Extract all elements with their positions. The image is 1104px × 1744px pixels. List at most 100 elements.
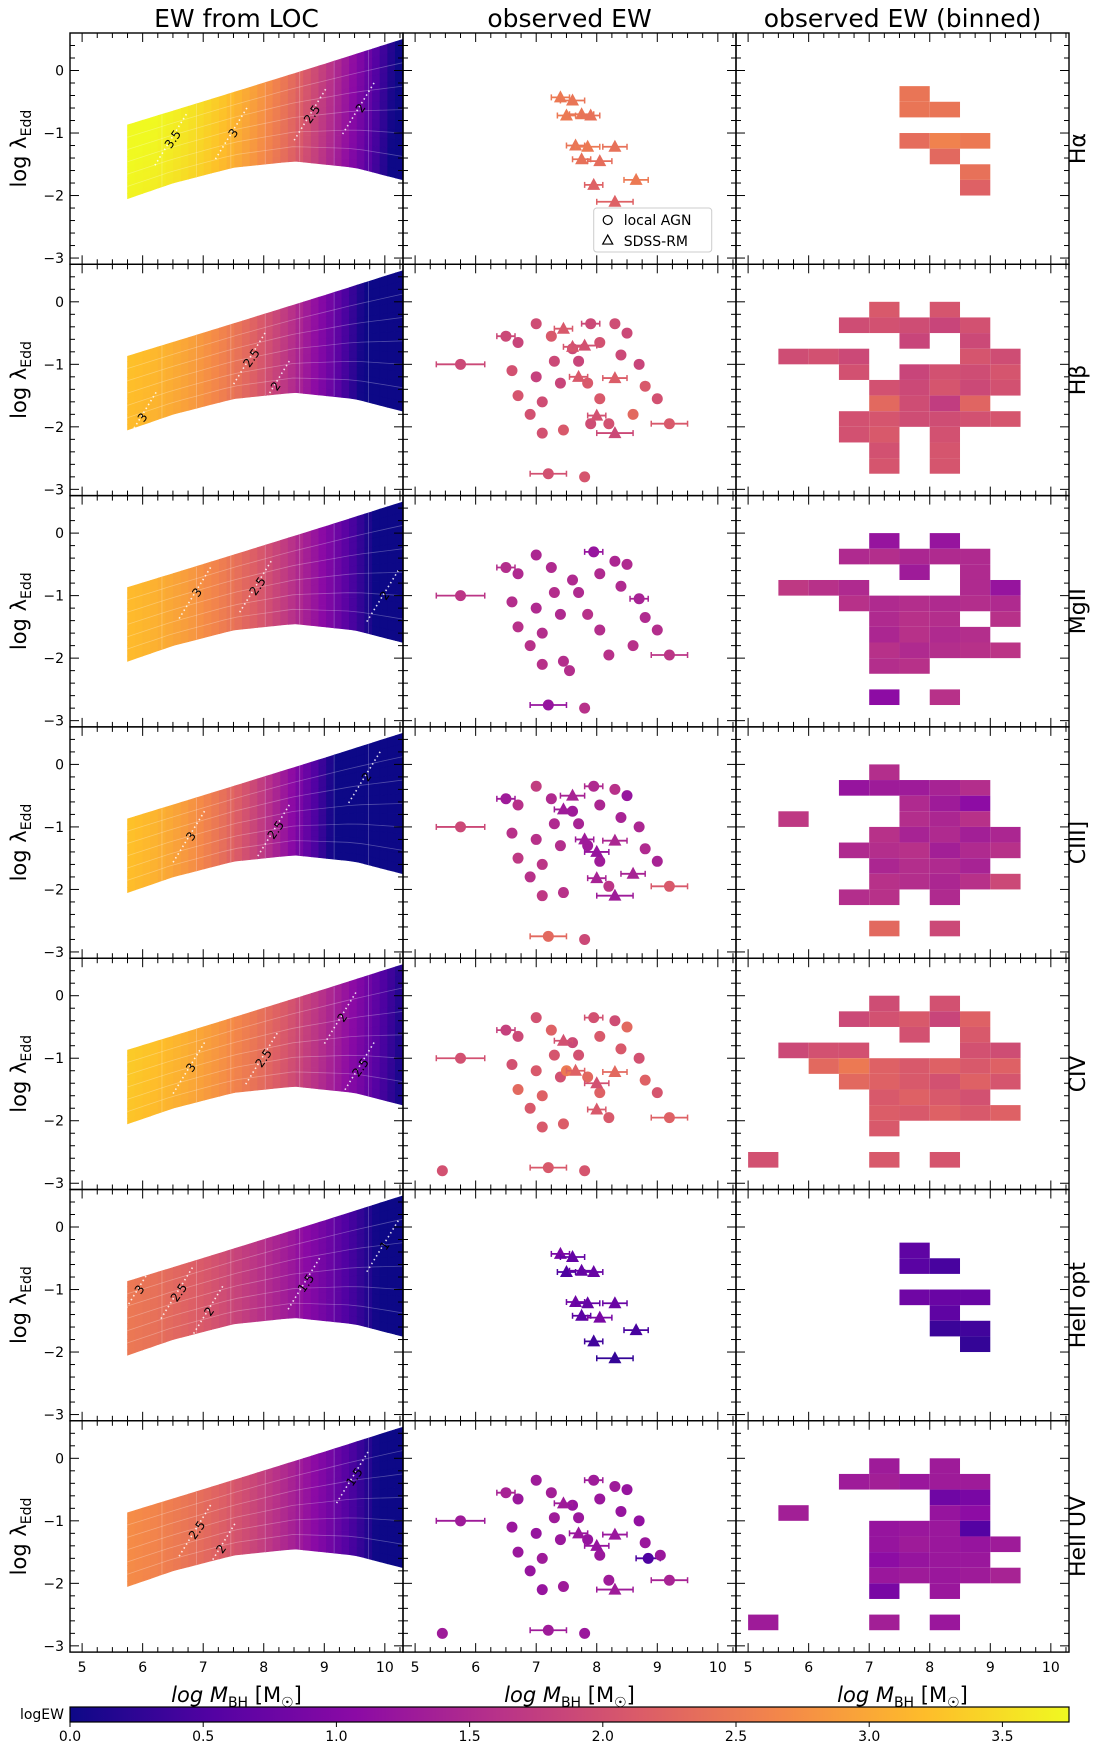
loc-cell [318,1081,327,1091]
loc-cell [341,1283,350,1293]
binned-cell [990,611,1021,627]
data-point-circle [603,880,615,892]
loc-cell [303,829,312,837]
loc-cell [349,556,358,567]
data-point-circle [536,396,548,408]
data-point-circle [609,1015,621,1027]
loc-cell [333,1260,343,1271]
data-point-circle [506,1058,518,1070]
loc-cell [287,154,297,163]
loc-cell [349,796,358,806]
loc-cell [349,382,358,392]
binned-cell [929,780,961,796]
loc-cell [379,1293,389,1305]
binned-cell [869,411,900,427]
loc-cell [379,784,389,796]
loc-cell [356,605,366,617]
y-tick-label: −1 [43,1051,64,1067]
loc-cell [310,135,320,144]
loc-cell [372,100,381,111]
panel-row: 3 2.522.5 CIV 0 −1 −2 −3 log λEdd [7,957,1091,1192]
column-title: EW from LOC [154,4,319,33]
y-tick-label: −2 [43,189,64,205]
loc-cell [349,1043,358,1053]
loc-cell [303,604,312,613]
loc-cell [318,1291,327,1300]
loc-cell [349,1275,358,1285]
loc-cell [318,843,327,852]
loc-cell [372,794,381,805]
loc-cell [372,136,381,148]
data-point-triangle [581,139,595,152]
data-point-triangle [608,139,622,152]
loc-cell [372,812,381,823]
loc-cell [326,1060,335,1069]
binned-cell [899,595,930,612]
loc-cell [356,1275,366,1285]
loc-cell [372,821,381,832]
loc-cell [349,515,358,528]
data-point-circle [603,1112,615,1124]
data-point-circle [582,608,594,620]
data-point-triangle [590,408,604,421]
loc-cell [372,830,381,841]
loc-cell [310,1291,320,1300]
observed-panel: local AGN SDSS-RM [550,90,713,253]
loc-cell [333,1082,343,1092]
loc-cell [333,1291,343,1300]
loc-cell [379,1016,389,1027]
loc-cell [372,91,381,103]
loc-cell [349,820,358,830]
loc-cell [387,1005,396,1017]
observed-panel [435,1012,689,1177]
loc-cell [356,837,366,848]
loc-cell [326,605,335,614]
data-point-circle [455,358,467,370]
data-point-triangle [608,1351,622,1364]
loc-cell [394,119,404,131]
loc-cell [318,1284,327,1293]
y-tick-label: −1 [43,589,64,605]
data-point-circle [627,408,639,420]
binned-cell [808,348,839,365]
loc-cell [394,581,404,593]
loc-cell [318,814,327,824]
loc-cell [341,1028,350,1038]
data-point-circle [663,880,675,892]
binned-cell [929,1089,961,1106]
loc-cell [349,1267,358,1277]
loc-cell [303,353,312,362]
loc-cell [387,764,396,777]
loc-cell [387,378,396,391]
loc-cell [333,612,343,622]
data-point-circle [455,1052,467,1064]
loc-cell [372,332,381,343]
data-point-circle [603,418,615,430]
loc-cell [379,1311,389,1324]
loc-cell [387,1053,396,1065]
loc-cell [356,804,366,814]
loc-cell [372,376,381,388]
loc-cell [326,351,335,361]
loc-cell [318,128,327,137]
binned-cell [990,1073,1021,1090]
loc-cell [326,568,335,577]
loc-cell [318,807,327,817]
y-tick-label: −2 [43,420,64,436]
data-point-circle [455,821,467,833]
observed-panel [435,318,689,483]
loc-cell [310,618,320,627]
data-point-circle [609,318,621,330]
loc-cell [349,836,358,846]
binned-cell [960,333,991,349]
loc-cell [387,572,396,583]
loc-cell [356,1207,366,1219]
y-tick-label: −3 [43,251,64,267]
loc-cell [318,618,327,628]
binned-cell [899,1242,930,1259]
row-label: Hα [1066,133,1091,164]
loc-cell [379,359,389,370]
data-point-circle [615,580,627,592]
loc-cell [372,367,381,379]
